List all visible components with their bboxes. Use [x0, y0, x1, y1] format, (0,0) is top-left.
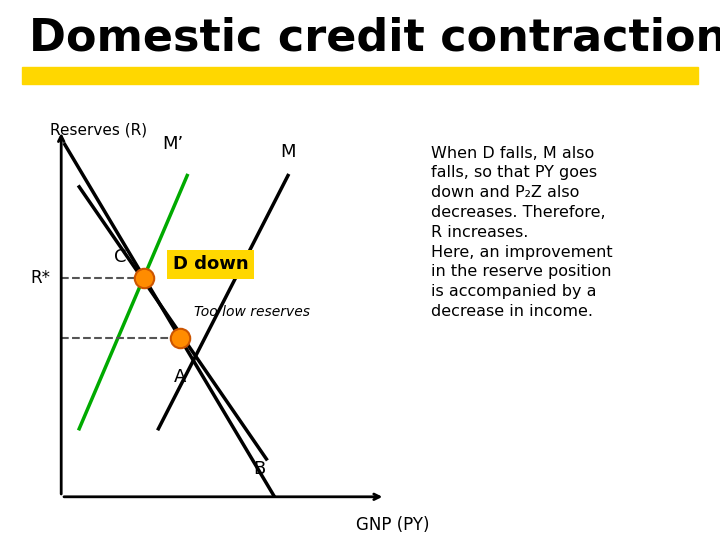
Text: Too low reserves: Too low reserves	[194, 305, 310, 319]
Text: A: A	[174, 368, 186, 386]
Text: When D falls, M also
falls, so that PY goes
down and P₂Z also
decreases. Therefo: When D falls, M also falls, so that PY g…	[431, 146, 613, 319]
Text: Domestic credit contraction: Domestic credit contraction	[29, 16, 720, 59]
Text: M: M	[280, 143, 296, 160]
Text: Reserves (R): Reserves (R)	[50, 123, 148, 138]
Text: C: C	[114, 248, 126, 266]
Text: M’: M’	[162, 135, 184, 153]
Text: B: B	[253, 460, 266, 478]
Text: D down: D down	[173, 255, 248, 273]
Text: R*: R*	[30, 268, 50, 287]
Text: GNP (PY): GNP (PY)	[356, 516, 429, 534]
